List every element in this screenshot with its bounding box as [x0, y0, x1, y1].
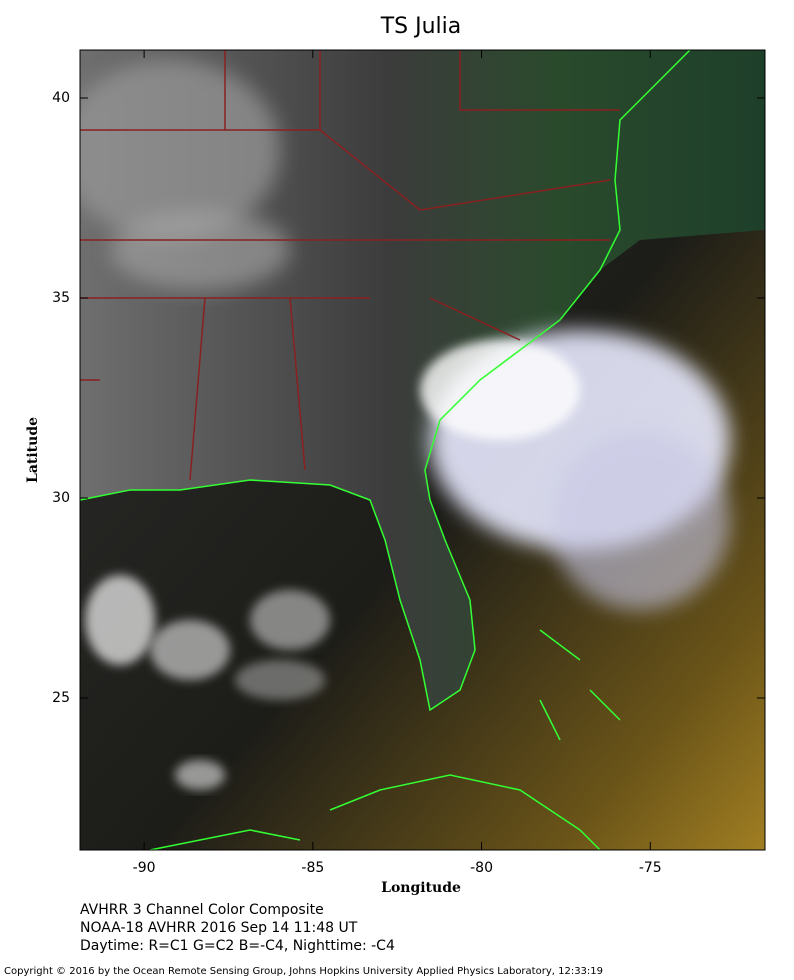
x-tick-label: -85 [301, 860, 324, 876]
caption-line: Daytime: R=C1 G=C2 B=-C4, Nighttime: -C4 [80, 938, 395, 954]
copyright: Copyright © 2016 by the Ocean Remote Sen… [4, 966, 603, 977]
x-axis-label: Longitude [381, 880, 461, 896]
map-title: TS Julia [380, 14, 462, 39]
satellite-image [80, 50, 765, 850]
x-tick-label: -90 [133, 860, 156, 876]
y-tick-label: 30 [52, 490, 70, 506]
y-tick-label: 40 [52, 90, 70, 106]
y-axis-label: Latitude [25, 417, 41, 483]
x-tick-label: -75 [639, 860, 662, 876]
caption-line: AVHRR 3 Channel Color Composite [80, 902, 324, 918]
y-tick-label: 35 [52, 290, 70, 306]
y-tick-label: 25 [52, 690, 70, 706]
plot-frame [79, 49, 766, 851]
caption-line: NOAA-18 AVHRR 2016 Sep 14 11:48 UT [80, 920, 358, 936]
x-tick-label: -80 [470, 860, 493, 876]
